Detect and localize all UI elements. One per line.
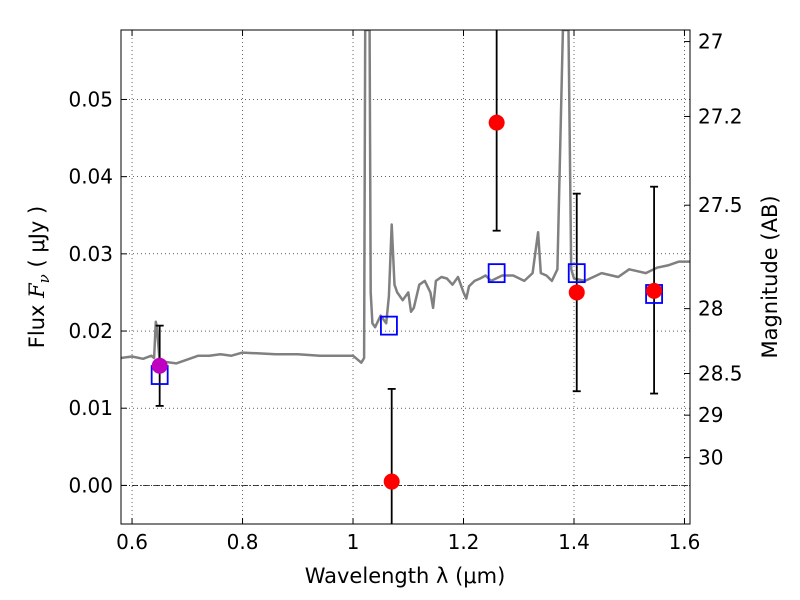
- model-photometry-square: [567, 263, 586, 284]
- observed-point: [488, 114, 505, 131]
- y2-tick-label: 27: [698, 30, 723, 54]
- spectrum-line: [121, 30, 690, 365]
- observed-point: [151, 357, 168, 374]
- y-tick-label: 0.01: [68, 396, 113, 420]
- y2-tick-label: 29: [698, 403, 723, 427]
- plot-frame: [120, 29, 691, 525]
- y2-tick-label: 27.5: [698, 193, 743, 217]
- plot-background: [121, 30, 690, 524]
- x-tick-label: 1.4: [558, 530, 590, 554]
- y2-tick-label: 30: [698, 446, 723, 470]
- grid: [121, 30, 690, 524]
- y-axis-title: Flux Fν ( μJy ): [25, 206, 53, 348]
- y-tick-label: 0.05: [68, 87, 113, 111]
- observed-photometry-layer: [151, 114, 663, 490]
- model-photometry-square: [380, 315, 398, 336]
- axis-ticks: 0.6 0.8 1 1.2 1.4 1.6 0.00 0.01 0.02 0.03 0.04 0.05…: [68, 30, 742, 554]
- y2-tick-label: 28.5: [698, 361, 743, 385]
- spectrum-layer: [121, 30, 690, 365]
- y2-axis-title: Magnitude (AB): [758, 195, 782, 358]
- y-tick-label: 0.02: [68, 319, 113, 343]
- model-photometry-square: [487, 263, 506, 284]
- x-tick-label: 1.6: [669, 530, 701, 554]
- y-tick-label: 0.03: [68, 242, 113, 266]
- observed-point: [646, 282, 663, 299]
- x-tick-label: 0.6: [116, 530, 148, 554]
- x-tick-label: 1.2: [448, 530, 480, 554]
- y-tick-label: 0.00: [68, 473, 113, 497]
- y2-tick-label: 28: [698, 297, 723, 321]
- x-axis-title: Wavelength λ (μm): [305, 564, 506, 588]
- observed-point: [568, 284, 585, 301]
- y2-tick-label: 27.2: [698, 104, 743, 128]
- observed-point: [383, 473, 400, 490]
- y-tick-label: 0.04: [68, 165, 113, 189]
- x-tick-label: 0.8: [227, 530, 259, 554]
- x-tick-label: 1: [347, 530, 360, 554]
